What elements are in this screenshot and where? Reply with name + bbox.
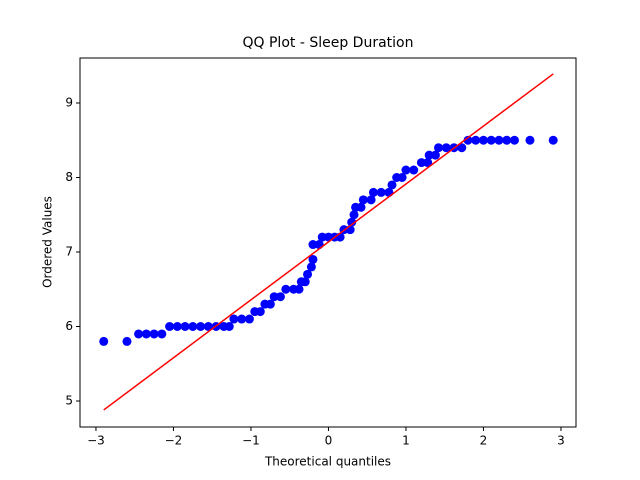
x-tick-label: 1 [402, 434, 410, 448]
data-point [157, 329, 167, 339]
data-point [401, 165, 411, 175]
data-point [463, 135, 473, 145]
data-point [430, 150, 440, 160]
chart-title: QQ Plot - Sleep Duration [243, 35, 414, 51]
data-point [300, 277, 310, 287]
x-tick-label: −2 [165, 434, 183, 448]
data-point [141, 329, 151, 339]
data-point [281, 284, 291, 294]
data-point [229, 314, 239, 324]
data-point [409, 165, 419, 175]
data-point [356, 202, 366, 212]
data-point [317, 232, 327, 242]
y-tick-label: 5 [65, 393, 73, 407]
y-tick-label: 6 [65, 319, 73, 333]
data-point [237, 314, 247, 324]
data-point [172, 321, 182, 331]
data-point [134, 329, 144, 339]
data-point [308, 254, 318, 264]
data-point [457, 143, 467, 153]
data-point [306, 262, 316, 272]
data-point [525, 135, 535, 145]
data-point [265, 299, 275, 309]
data-point [308, 240, 318, 250]
y-tick-label: 7 [65, 244, 73, 258]
data-point [387, 180, 397, 190]
data-point [471, 135, 481, 145]
data-point [441, 143, 451, 153]
x-tick-label: −1 [242, 434, 260, 448]
data-point [244, 314, 254, 324]
data-point [502, 135, 512, 145]
data-point [180, 321, 190, 331]
y-axis-label: Ordered Values [41, 196, 55, 288]
data-point [188, 321, 198, 331]
data-point [376, 187, 386, 197]
data-point [269, 292, 279, 302]
data-point [349, 210, 359, 220]
data-point [509, 135, 519, 145]
x-tick-label: 0 [325, 434, 333, 448]
data-point [368, 187, 378, 197]
data-point [303, 269, 313, 279]
data-point [99, 336, 109, 346]
data-point [434, 143, 444, 153]
y-tick-label: 9 [65, 95, 73, 109]
data-point [478, 135, 488, 145]
data-point [294, 284, 304, 294]
data-point [165, 321, 175, 331]
data-point [149, 329, 159, 339]
data-point [416, 158, 426, 168]
data-point [347, 217, 357, 227]
data-point [275, 292, 285, 302]
data-point [424, 150, 434, 160]
data-point [255, 307, 265, 317]
x-axis-label: Theoretical quantiles [264, 455, 391, 469]
fit-line [103, 73, 554, 411]
data-point [196, 321, 206, 331]
data-point [397, 172, 407, 182]
data-point [548, 135, 558, 145]
x-tick-label: 2 [480, 434, 488, 448]
data-point [486, 135, 496, 145]
data-point [122, 336, 132, 346]
data-point [494, 135, 504, 145]
data-point [358, 195, 368, 205]
plot-frame [79, 57, 577, 428]
y-tick-label: 8 [65, 170, 73, 184]
x-tick-label: −3 [87, 434, 105, 448]
x-tick-label: 3 [557, 434, 565, 448]
data-point [366, 195, 376, 205]
data-point [203, 321, 213, 331]
data-point [224, 321, 234, 331]
data-point [423, 158, 433, 168]
